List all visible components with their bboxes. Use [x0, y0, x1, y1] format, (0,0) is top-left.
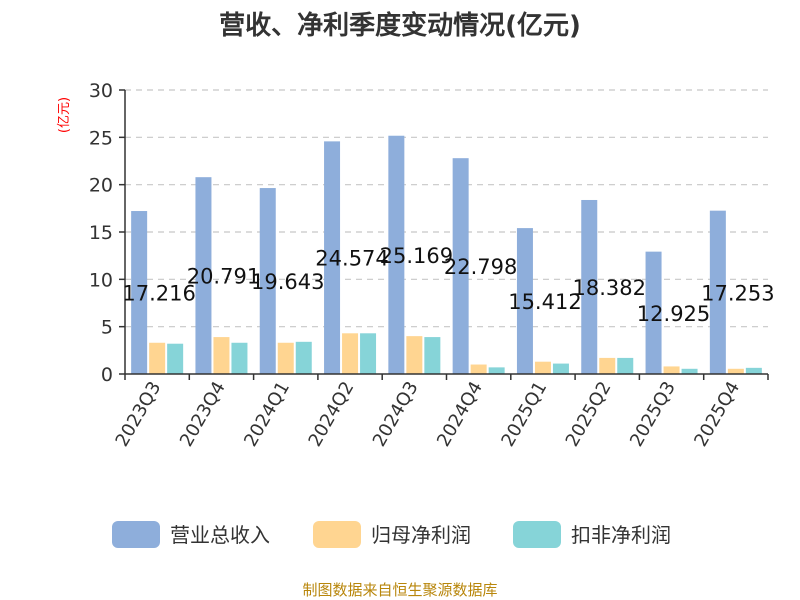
legend-swatch: [513, 521, 561, 548]
x-tick-label: 2024Q2: [304, 378, 358, 450]
data-label: 24.574: [315, 247, 388, 271]
bar-2-2025Q3[interactable]: [663, 366, 680, 374]
bar-3-2024Q4[interactable]: [488, 367, 505, 374]
data-label: 22.798: [444, 255, 517, 279]
y-axis-label: (亿元): [57, 97, 72, 133]
y-tick-label: 25: [89, 127, 113, 149]
bar-1-2025Q3[interactable]: [645, 251, 662, 374]
bar-2-2023Q4[interactable]: [213, 337, 230, 374]
bar-2-2023Q3[interactable]: [149, 342, 166, 374]
bar-1-2024Q4[interactable]: [452, 158, 469, 374]
data-label: 12.925: [637, 302, 710, 326]
bar-1-2024Q3[interactable]: [388, 135, 405, 374]
bar-3-2024Q2[interactable]: [360, 333, 377, 374]
bar-3-2024Q3[interactable]: [424, 337, 441, 374]
bar-1-2025Q1[interactable]: [516, 228, 533, 374]
x-tick-label: 2025Q2: [562, 378, 616, 450]
y-tick-label: 15: [89, 222, 113, 244]
x-tick-label: 2025Q1: [497, 378, 551, 450]
data-label: 15.412: [508, 290, 581, 314]
legend[interactable]: 营业总收入 归母净利润 扣非净利润: [112, 521, 671, 548]
chart-title: 营收、净利季度变动情况(亿元): [219, 10, 581, 41]
bar-1-2025Q2[interactable]: [581, 199, 598, 374]
y-tick-label: 5: [101, 317, 113, 339]
bar-1-2023Q3[interactable]: [131, 211, 148, 374]
bar-3-2025Q3[interactable]: [681, 368, 698, 374]
bar-3-2025Q4[interactable]: [745, 367, 762, 374]
y-tick-label: 10: [89, 269, 113, 291]
legend-item-2[interactable]: 归母净利润: [313, 521, 471, 548]
x-tick-label: 2023Q3: [112, 378, 166, 450]
data-label: 19.643: [251, 270, 324, 294]
legend-label: 归母净利润: [371, 523, 471, 547]
bar-3-2024Q1[interactable]: [295, 341, 312, 374]
legend-swatch: [313, 521, 361, 548]
x-tick-label: 2024Q1: [240, 378, 294, 450]
bar-3-2023Q3[interactable]: [167, 343, 184, 374]
x-tick-label: 2025Q4: [690, 378, 744, 450]
x-tick-label: 2025Q3: [626, 378, 680, 450]
data-label: 18.382: [573, 276, 646, 300]
bar-2-2024Q3[interactable]: [406, 336, 423, 374]
y-tick-label: 20: [89, 175, 113, 197]
x-tick-label: 2023Q4: [176, 378, 230, 450]
y-ticks: 0 5 10 15 20 25 30: [89, 80, 125, 386]
bars: [131, 135, 762, 374]
legend-label: 营业总收入: [170, 523, 270, 547]
x-ticks: 2023Q3 2023Q4 2024Q1 2024Q2 2024Q3 2024Q4 2025…: [112, 374, 769, 450]
bar-3-2025Q1[interactable]: [552, 363, 569, 374]
y-tick-label: 0: [101, 364, 113, 386]
legend-swatch: [112, 521, 160, 548]
bar-1-2025Q4[interactable]: [709, 210, 726, 374]
bar-2-2025Q2[interactable]: [599, 357, 616, 374]
bar-2-2025Q4[interactable]: [727, 368, 744, 374]
x-tick-label: 2024Q4: [433, 378, 487, 450]
x-tick-label: 2024Q3: [369, 378, 423, 450]
bar-2-2024Q2[interactable]: [342, 333, 359, 374]
bar-3-2023Q4[interactable]: [231, 342, 248, 374]
data-label: 20.791: [187, 265, 260, 289]
source-note: 制图数据来自恒生聚源数据库: [302, 581, 497, 599]
bar-2-2024Q1[interactable]: [277, 342, 294, 374]
legend-item-3[interactable]: 扣非净利润: [513, 521, 671, 548]
bar-1-2023Q4[interactable]: [195, 177, 212, 374]
data-label: 17.216: [122, 282, 195, 306]
bar-3-2025Q2[interactable]: [617, 357, 634, 374]
bar-1-2024Q2[interactable]: [324, 141, 341, 374]
gridlines: [125, 89, 768, 328]
bar-2-2025Q1[interactable]: [534, 361, 551, 374]
legend-item-1[interactable]: 营业总收入: [112, 521, 270, 548]
bar-2-2024Q4[interactable]: [470, 364, 487, 374]
y-tick-label: 30: [89, 80, 113, 102]
data-label: 17.253: [701, 281, 774, 305]
bar-1-2024Q1[interactable]: [259, 188, 276, 374]
data-label: 25.169: [380, 244, 453, 268]
legend-label: 扣非净利润: [571, 523, 671, 547]
